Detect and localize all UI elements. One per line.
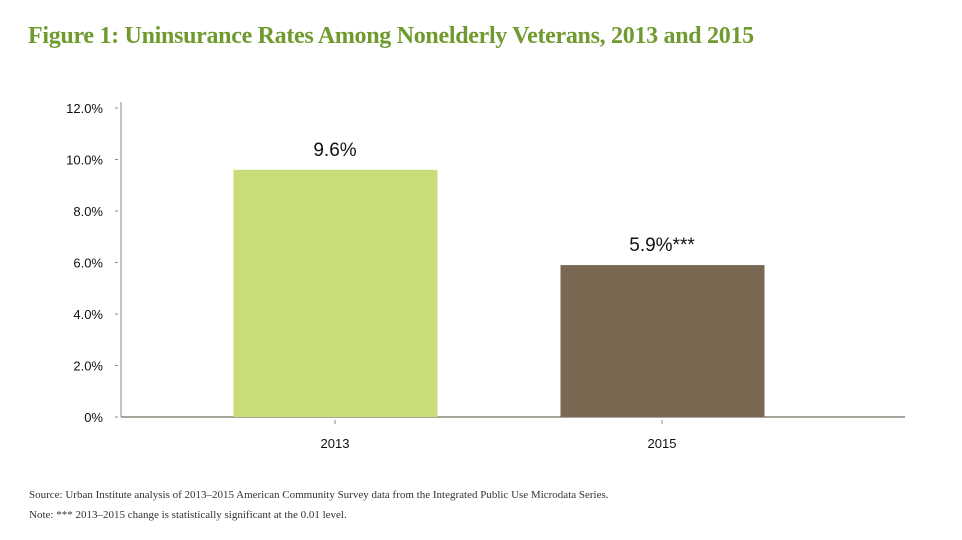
data-label-2013: 9.6% xyxy=(313,140,356,161)
y-tick-label: 12.0% xyxy=(66,101,103,116)
significance-note: Note: *** 2013–2015 change is statistica… xyxy=(29,509,347,521)
y-tick-label: 0% xyxy=(84,410,103,425)
y-tick-label: 8.0% xyxy=(73,204,103,219)
x-tick-label-2013: 2013 xyxy=(321,436,350,451)
bar-2015 xyxy=(560,265,765,417)
data-label-2015: 5.9%*** xyxy=(629,235,695,256)
y-tick-label: 4.0% xyxy=(73,307,103,322)
bar-chart: 0% 2.0% 4.0% 6.0% 8.0% 10.0% 12.0% 9.6% 2013 5.9%… xyxy=(66,101,905,451)
y-tick-label: 2.0% xyxy=(73,359,103,374)
chart-title: Figure 1: Uninsurance Rates Among Noneld… xyxy=(28,23,754,49)
y-tick-label: 10.0% xyxy=(66,153,103,168)
y-tick-label: 6.0% xyxy=(73,256,103,271)
bar-2013 xyxy=(233,169,438,417)
source-note: Source: Urban Institute analysis of 2013… xyxy=(29,489,609,501)
x-tick-label-2015: 2015 xyxy=(648,436,677,451)
